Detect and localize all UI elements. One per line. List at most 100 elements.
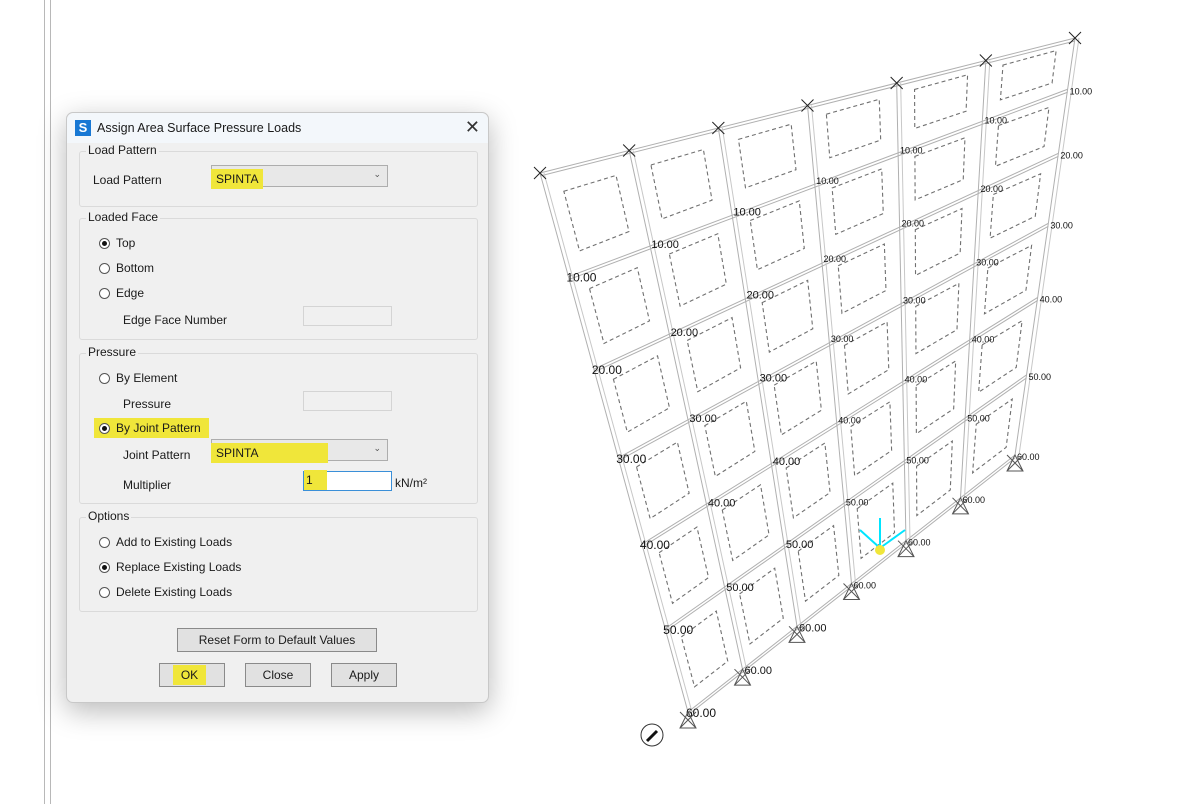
close-button[interactable]: Close — [245, 663, 311, 687]
joint-load-label: 10.00 — [1070, 86, 1093, 96]
pressure-group: Pressure By Element Pressure By Joint Pa… — [79, 345, 478, 504]
radio-add-existing[interactable]: Add to Existing Loads — [99, 535, 232, 549]
load-pattern-select[interactable]: SPINTA ⌄ — [211, 165, 388, 189]
joint-load-label: 20.00 — [671, 327, 699, 339]
shell-panel — [994, 106, 1050, 168]
joint-load-label: 30.00 — [689, 413, 717, 425]
support-icon — [679, 710, 697, 729]
joint-pattern-label: Joint Pattern — [123, 448, 191, 462]
shell-panel — [977, 319, 1023, 394]
ok-label: OK — [172, 665, 207, 685]
selected-joint — [875, 545, 885, 555]
radio-label: Bottom — [116, 261, 155, 275]
group-label: Loaded Face — [86, 210, 161, 224]
window-edge — [50, 0, 51, 804]
chevron-down-icon: ⌄ — [373, 443, 381, 453]
group-label: Load Pattern — [86, 143, 159, 157]
joint-load-label: 40.00 — [1040, 294, 1063, 304]
radio-label: Top — [116, 236, 136, 250]
joint-load-label: 10.00 — [984, 115, 1007, 125]
joint-load-label: 10.00 — [900, 145, 923, 155]
joint-load-label: 60.00 — [745, 665, 773, 677]
shell-panel — [843, 321, 890, 395]
radio-delete-existing[interactable]: Delete Existing Loads — [99, 585, 232, 599]
title-bar[interactable]: S Assign Area Surface Pressure Loads ✕ — [67, 113, 488, 143]
pressure-label: Pressure — [123, 397, 172, 411]
column-line — [717, 127, 798, 627]
assign-pressure-dialog: S Assign Area Surface Pressure Loads ✕ L… — [66, 112, 489, 703]
shell-panel — [837, 243, 887, 315]
reset-form-button[interactable]: Reset Form to Default Values — [177, 628, 377, 652]
joint-load-label: 50.00 — [786, 539, 814, 551]
group-label: Pressure — [86, 345, 139, 359]
shell-panel — [914, 136, 966, 201]
joint-load-label: 60.00 — [854, 581, 877, 591]
joint-load-label: 20.00 — [901, 219, 924, 229]
column-line — [632, 150, 747, 670]
shell-panel — [831, 168, 884, 236]
joint-load-label: 30.00 — [760, 373, 788, 385]
apply-button[interactable]: Apply — [331, 663, 397, 687]
joint-load-label: 60.00 — [1017, 452, 1040, 462]
radio-indicator — [99, 422, 110, 434]
column-line — [539, 172, 689, 713]
shell-panel — [915, 282, 960, 355]
joint-load-label: 40.00 — [905, 375, 928, 385]
radio-indicator — [99, 561, 110, 573]
radio-bottom[interactable]: Bottom — [99, 261, 154, 275]
radio-by-joint-pattern[interactable]: By Joint Pattern — [94, 418, 209, 438]
load-pattern-label: Load Pattern — [93, 173, 162, 187]
shell-panel — [650, 148, 713, 220]
multiplier-value: 1 — [304, 470, 327, 490]
beam-line — [568, 91, 1068, 281]
shell-panel — [971, 397, 1013, 475]
shell-panel — [761, 279, 814, 353]
joint-marker — [801, 99, 814, 112]
shell-panel — [721, 483, 770, 562]
shell-panel — [914, 74, 969, 130]
edge-face-number-input[interactable] — [303, 306, 392, 326]
dialog-title: Assign Area Surface Pressure Loads — [97, 121, 302, 135]
support-icon — [951, 496, 970, 515]
shell-panel — [825, 98, 882, 159]
column-line — [811, 105, 856, 584]
close-icon[interactable]: ✕ — [464, 117, 480, 137]
radio-indicator — [99, 262, 110, 274]
edge-face-number-label: Edge Face Number — [123, 313, 228, 327]
joint-load-label: 40.00 — [708, 498, 736, 510]
joint-pattern-select[interactable]: SPINTA ⌄ — [211, 439, 388, 463]
shell-panel — [588, 266, 651, 345]
joint-load-label: 30.00 — [1050, 220, 1073, 230]
column-line — [1018, 37, 1080, 456]
axis-triad-icon — [859, 518, 906, 549]
radio-replace-existing[interactable]: Replace Existing Loads — [99, 560, 241, 574]
joint-marker — [533, 166, 547, 180]
pressure-input[interactable] — [303, 391, 392, 411]
column-line — [900, 82, 911, 541]
shell-panel — [773, 360, 822, 436]
multiplier-label: Multiplier — [123, 478, 172, 492]
group-label: Options — [86, 509, 132, 523]
shell-panel — [658, 526, 710, 605]
shell-panel — [737, 123, 797, 189]
radio-label: Replace Existing Loads — [116, 560, 242, 574]
joint-load-label: 60.00 — [908, 538, 931, 548]
radio-indicator — [99, 586, 110, 598]
multiplier-input[interactable]: 1 — [303, 470, 392, 491]
radio-by-element[interactable]: By Element — [99, 371, 177, 385]
radio-edge[interactable]: Edge — [99, 286, 144, 300]
multiplier-unit: kN/m² — [395, 476, 427, 490]
app-s-icon: S — [75, 120, 91, 136]
joint-load-label: 30.00 — [976, 258, 999, 268]
support-icon — [733, 668, 752, 686]
column-line — [543, 172, 693, 713]
radio-label: Delete Existing Loads — [116, 585, 233, 599]
column-line — [896, 82, 907, 541]
ok-button[interactable]: OK — [159, 663, 225, 687]
joint-load-label: 50.00 — [1029, 372, 1052, 382]
column-line — [807, 105, 852, 584]
radio-top[interactable]: Top — [99, 236, 135, 250]
joint-marker — [711, 121, 725, 135]
shell-panel — [738, 567, 784, 645]
